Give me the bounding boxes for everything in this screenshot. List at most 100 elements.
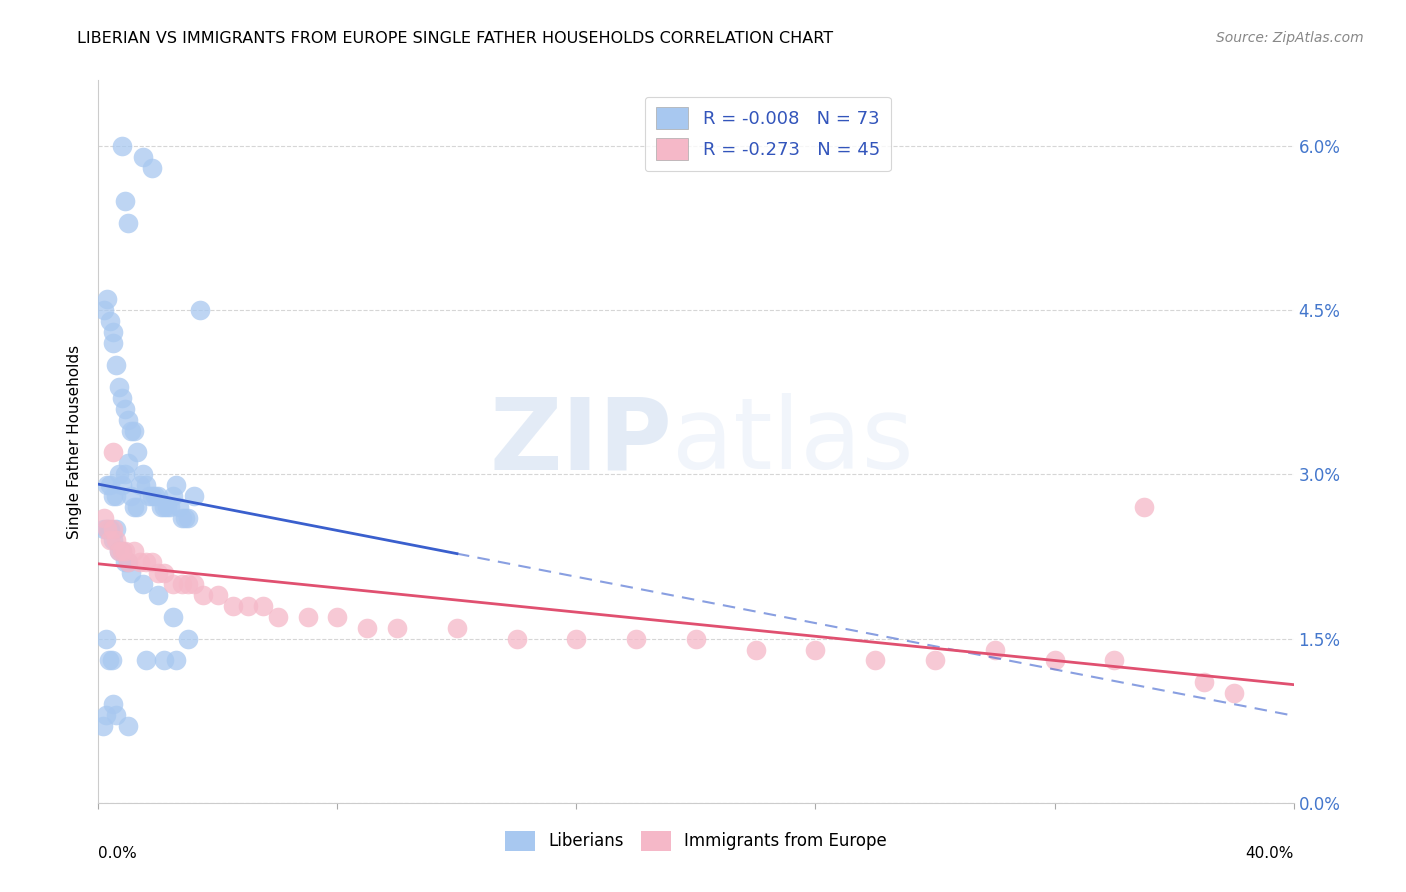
Point: [105, 533, 128, 547]
Point: [111, 478, 134, 492]
Point: [1043, 653, 1066, 667]
Point: [93, 303, 115, 318]
Text: ZIP: ZIP: [489, 393, 672, 490]
Point: [114, 544, 136, 558]
Point: [143, 489, 166, 503]
Point: [141, 161, 163, 175]
Point: [105, 489, 128, 503]
Point: [172, 511, 194, 525]
Point: [127, 445, 149, 459]
Point: [108, 380, 131, 394]
Point: [94, 708, 117, 723]
Point: [111, 544, 134, 558]
Point: [177, 511, 200, 525]
Point: [114, 401, 136, 416]
Point: [177, 632, 200, 646]
Point: [356, 621, 378, 635]
Point: [108, 544, 131, 558]
Point: [105, 708, 128, 723]
Point: [94, 632, 117, 646]
Point: [385, 621, 409, 635]
Point: [183, 489, 205, 503]
Legend: Liberians, Immigrants from Europe: Liberians, Immigrants from Europe: [496, 822, 896, 860]
Point: [93, 511, 115, 525]
Point: [162, 609, 184, 624]
Point: [120, 424, 142, 438]
Point: [103, 445, 125, 459]
Point: [984, 642, 1007, 657]
Point: [148, 489, 170, 503]
Point: [745, 642, 768, 657]
Point: [326, 609, 349, 624]
Text: atlas: atlas: [672, 393, 914, 490]
Point: [103, 522, 125, 536]
Point: [117, 457, 139, 471]
Point: [129, 478, 152, 492]
Point: [236, 599, 259, 613]
Point: [153, 653, 176, 667]
Point: [141, 489, 163, 503]
Point: [98, 533, 122, 547]
Point: [174, 511, 197, 525]
Point: [924, 653, 946, 667]
Point: [222, 599, 245, 613]
Point: [207, 588, 229, 602]
Point: [127, 500, 149, 515]
Point: [162, 577, 184, 591]
Point: [138, 489, 160, 503]
Point: [98, 478, 122, 492]
Point: [117, 719, 139, 733]
Point: [111, 139, 134, 153]
Point: [267, 609, 290, 624]
Point: [103, 489, 125, 503]
Point: [103, 698, 125, 712]
Point: [159, 500, 181, 515]
Point: [103, 325, 125, 339]
Point: [132, 150, 155, 164]
Point: [132, 467, 155, 482]
Text: 0.0%: 0.0%: [98, 847, 138, 861]
Point: [117, 555, 139, 569]
Point: [165, 478, 187, 492]
Point: [117, 216, 139, 230]
Text: 40.0%: 40.0%: [1246, 847, 1294, 861]
Point: [153, 500, 176, 515]
Point: [117, 412, 139, 426]
Point: [172, 577, 194, 591]
Point: [252, 599, 274, 613]
Point: [135, 478, 157, 492]
Point: [865, 653, 887, 667]
Point: [108, 467, 131, 482]
Point: [1192, 675, 1215, 690]
Point: [93, 522, 115, 536]
Point: [132, 577, 155, 591]
Point: [446, 621, 468, 635]
Point: [124, 424, 146, 438]
Point: [105, 522, 128, 536]
Y-axis label: Single Father Households: Single Father Households: [67, 344, 83, 539]
Point: [565, 632, 588, 646]
Point: [111, 544, 134, 558]
Point: [804, 642, 827, 657]
Point: [96, 478, 118, 492]
Point: [626, 632, 648, 646]
Point: [183, 577, 205, 591]
Point: [156, 500, 179, 515]
Point: [506, 632, 529, 646]
Point: [117, 555, 139, 569]
Point: [97, 653, 120, 667]
Point: [1133, 500, 1156, 515]
Point: [103, 336, 125, 351]
Point: [135, 653, 157, 667]
Point: [153, 566, 176, 580]
Point: [120, 566, 142, 580]
Point: [1104, 653, 1126, 667]
Point: [98, 522, 122, 536]
Point: [91, 719, 114, 733]
Point: [114, 194, 136, 208]
Point: [165, 653, 187, 667]
Point: [148, 588, 170, 602]
Point: [101, 653, 124, 667]
Point: [105, 358, 128, 372]
Point: [188, 303, 211, 318]
